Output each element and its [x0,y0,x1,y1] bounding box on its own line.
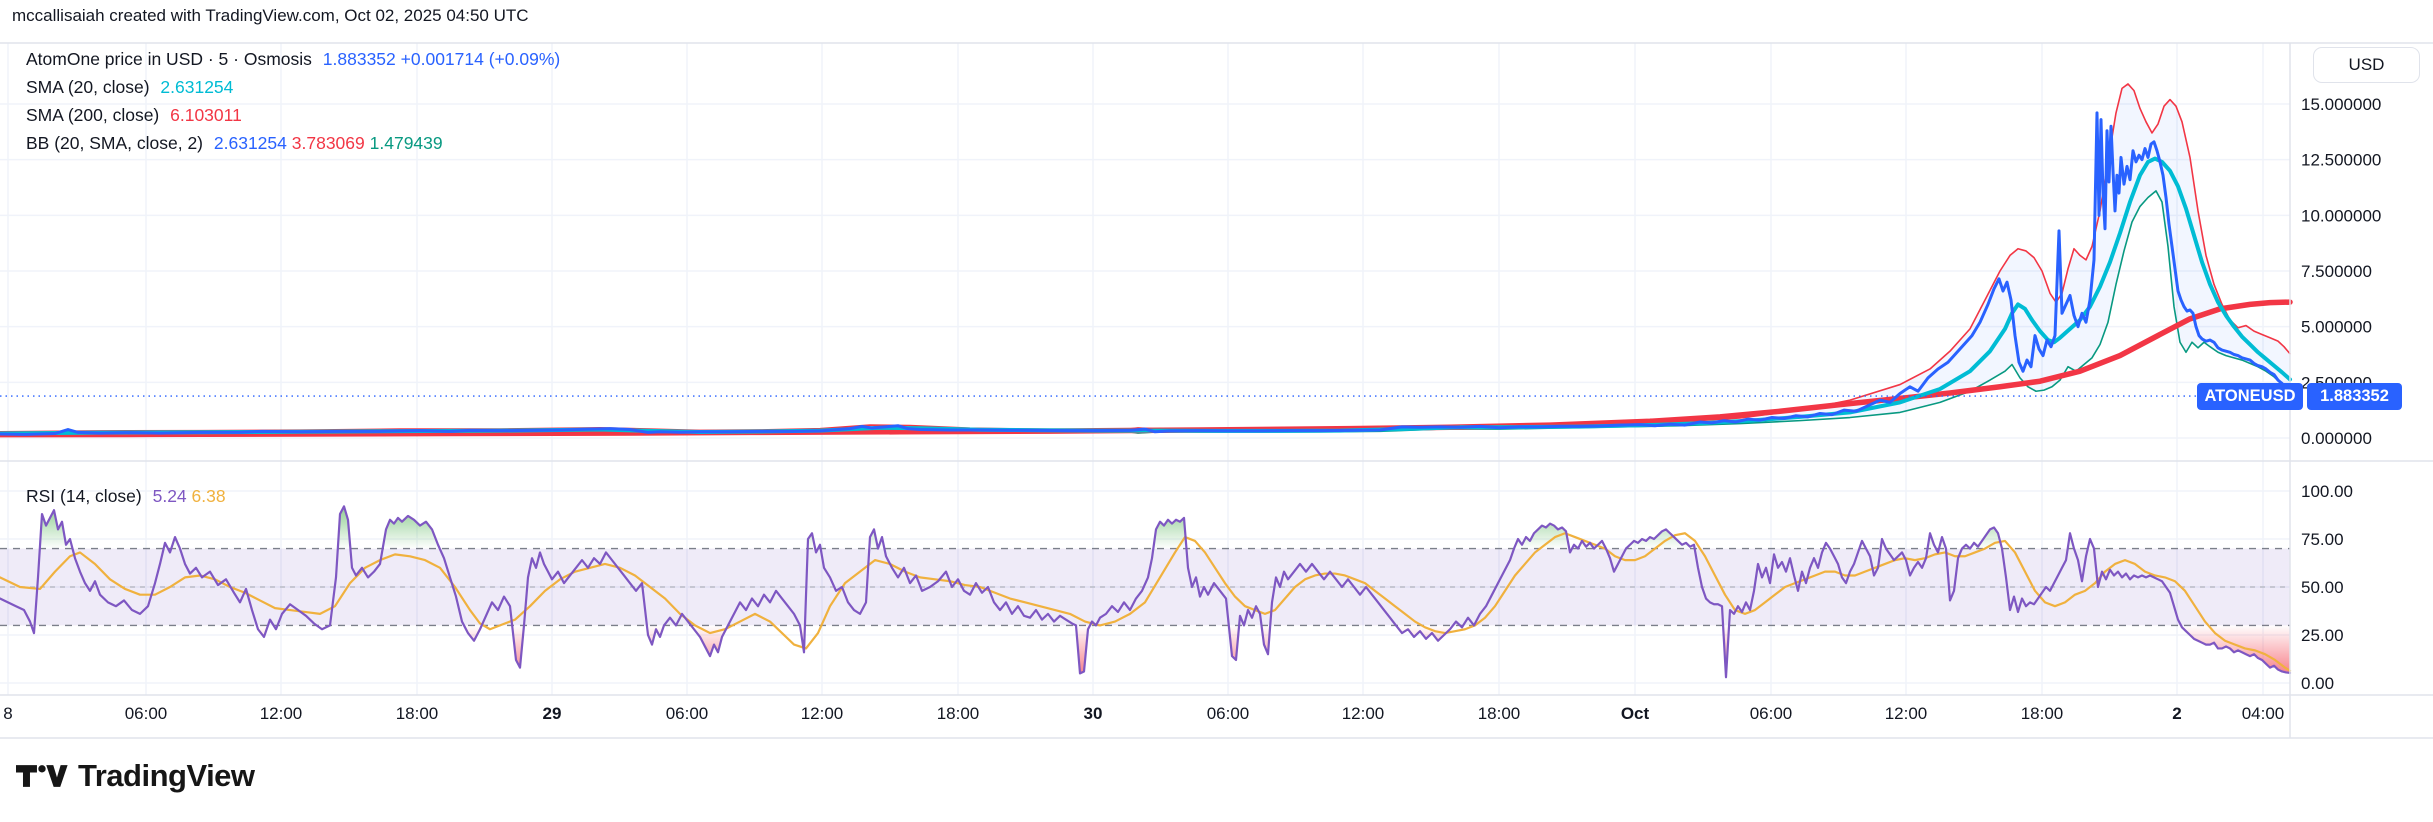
time-axis-label: 12:00 [801,704,844,723]
credit-text: mccallisaiah created with TradingView.co… [12,6,529,25]
series-lines [0,83,2293,679]
rsi-oversold-fill [464,625,482,641]
price-axis-label: 12.500000 [2301,151,2381,170]
time-axis-label: 06:00 [666,704,709,723]
symbol-title: AtomOne price in USD · 5 · Osmosis [26,49,312,69]
rsi-axis-label: 50.00 [2301,578,2344,597]
rsi-line [0,505,2292,679]
legend-row-bb[interactable]: BB (20, SMA, close, 2) 2.631254 3.783069… [26,131,443,155]
bb-lower-value: 1.479439 [369,133,443,153]
symbol-price-flag: ATONEUSD [2197,383,2303,410]
sma200-label: SMA (200, close) [26,105,160,125]
time-axis-label: Oct [1621,704,1650,723]
bb-upper-value: 3.783069 [291,133,365,153]
price-axis-label: 15.000000 [2301,95,2381,114]
price-axis-label: 7.500000 [2301,262,2372,281]
legend-row-rsi[interactable]: RSI (14, close) 5.24 6.38 [26,484,226,508]
time-axis-label: 04:00 [2242,704,2285,723]
rsi-axis-label: 25.00 [2301,626,2344,645]
time-axis-label: 18:00 [2021,704,2064,723]
rsi-overbought-fill [337,506,351,549]
axis-labels[interactable]: 15.000000 12.500000 10.000000 7.500000 5.000… [3,95,2381,723]
rsi-axis-label: 100.00 [2301,482,2353,501]
price-line [0,111,2292,436]
rsi-ma-value: 6.38 [191,486,226,506]
legend-row-sma200[interactable]: SMA (200, close) 6.103011 [26,103,242,127]
legend-row-sma20[interactable]: SMA (20, close) 2.631254 [26,75,233,99]
symbol-change: +0.001714 (+0.09%) [400,49,561,69]
time-axis-label: 18:00 [396,704,439,723]
time-axis-label: 12:00 [1342,704,1385,723]
sma20-label: SMA (20, close) [26,77,150,97]
tradingview-logo-icon [16,765,68,787]
time-axis-label: 18:00 [937,704,980,723]
time-axis-label: 06:00 [1207,704,1250,723]
time-axis-label: 12:00 [260,704,303,723]
price-axis-label: 10.000000 [2301,206,2381,225]
rsi-axis-label: 0.00 [2301,674,2334,693]
time-axis-label: 06:00 [1750,704,1793,723]
rsi-oversold-fill [1396,625,1453,641]
rsi-axis-label: 75.00 [2301,530,2344,549]
symbol-last-price: 1.883352 [322,49,396,69]
time-axis-label: 06:00 [125,704,168,723]
sma200-value: 6.103011 [170,105,242,125]
rsi-overbought-fill [1153,517,1187,549]
tradingview-logo[interactable]: TradingView [16,758,255,794]
indicator-fills [0,83,2290,678]
rsi-overbought-fill [382,515,440,549]
bb-basis-value: 2.631254 [213,133,287,153]
price-axis-label: 0.000000 [2301,429,2372,448]
price-axis-label: 5.000000 [2301,318,2372,337]
time-axis-label: 12:00 [1885,704,1928,723]
time-axis-label: 29 [543,704,562,723]
legend-row-symbol[interactable]: AtomOne price in USD · 5 · Osmosis 1.883… [26,47,560,71]
tradingview-logo-text: TradingView [78,758,255,793]
rsi-value: 5.24 [152,486,187,506]
sma20-value: 2.631254 [160,77,234,97]
rsi-overbought-fill [1514,523,1570,549]
pane-borders [0,42,2433,739]
currency-unit-button[interactable]: USD [2313,47,2420,83]
rsi-oversold-fill [2181,625,2290,673]
rsi-oversold-fill [256,625,268,637]
bb-label: BB (20, SMA, close, 2) [26,133,204,153]
time-axis-label: 2 [2172,704,2181,723]
rsi-overbought-fill [1626,529,1695,549]
time-axis-label: 30 [1084,704,1103,723]
time-axis-label: 18:00 [1478,704,1521,723]
rsi-label: RSI (14, close) [26,486,142,506]
last-price-flag: 1.883352 [2307,383,2402,410]
rsi_ma-line [0,532,2292,672]
time-axis-label: 8 [3,704,12,723]
rsi-oversold-fill [512,625,524,668]
